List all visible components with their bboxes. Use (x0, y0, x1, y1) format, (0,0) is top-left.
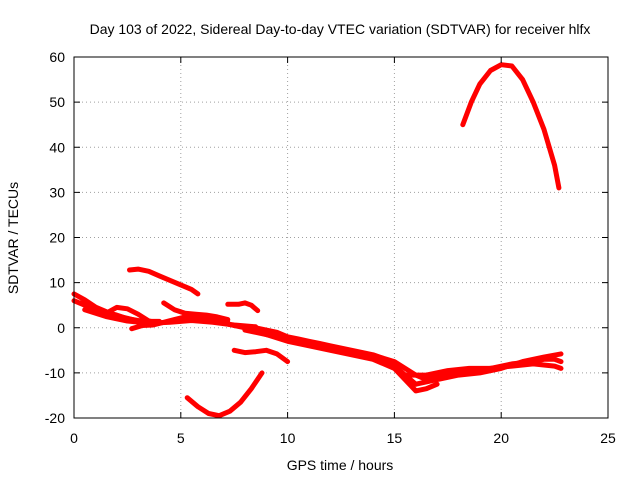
ticks (73, 56, 609, 419)
series-line-arc-3 (77, 300, 162, 326)
y-tick-label: -20 (45, 410, 65, 426)
series-line-arc-5 (129, 314, 231, 332)
x-axis-label: GPS time / hours (287, 457, 394, 473)
y-tick-label: 40 (49, 139, 65, 155)
y-tick-label: 30 (49, 184, 65, 200)
series-line-arc-6 (127, 266, 201, 297)
series-line-arc-13 (231, 347, 291, 365)
y-axis-label: SDTVAR / TECUs (5, 182, 21, 294)
series-line-arc-17 (460, 62, 562, 191)
y-tick-label: 20 (49, 230, 65, 246)
series-line-arc-7 (161, 300, 231, 323)
y-tick-label: 0 (57, 320, 65, 336)
x-tick-label: 25 (600, 430, 616, 446)
chart-title: Day 103 of 2022, Sidereal Day-to-day VTE… (90, 21, 591, 37)
x-tick-label: 0 (70, 430, 78, 446)
y-tick-label: 10 (49, 275, 65, 291)
tick-labels: 0 5 10 15 20 25 -20 -10 0 10 20 30 40 50 60 (45, 49, 616, 446)
series-line-arc-8 (225, 300, 261, 314)
series-line-arc-11 (242, 327, 440, 394)
y-tick-label: 60 (49, 49, 65, 65)
y-tick-label: -10 (45, 365, 65, 381)
series-line-arc-12 (184, 370, 265, 419)
x-tick-label: 20 (493, 430, 509, 446)
series-group (71, 62, 564, 419)
x-tick-label: 10 (280, 430, 296, 446)
x-tick-label: 15 (387, 430, 403, 446)
series-line-arc-16 (423, 361, 564, 380)
y-tick-label: 50 (49, 94, 65, 110)
grid (74, 57, 608, 418)
x-tick-label: 5 (177, 430, 185, 446)
